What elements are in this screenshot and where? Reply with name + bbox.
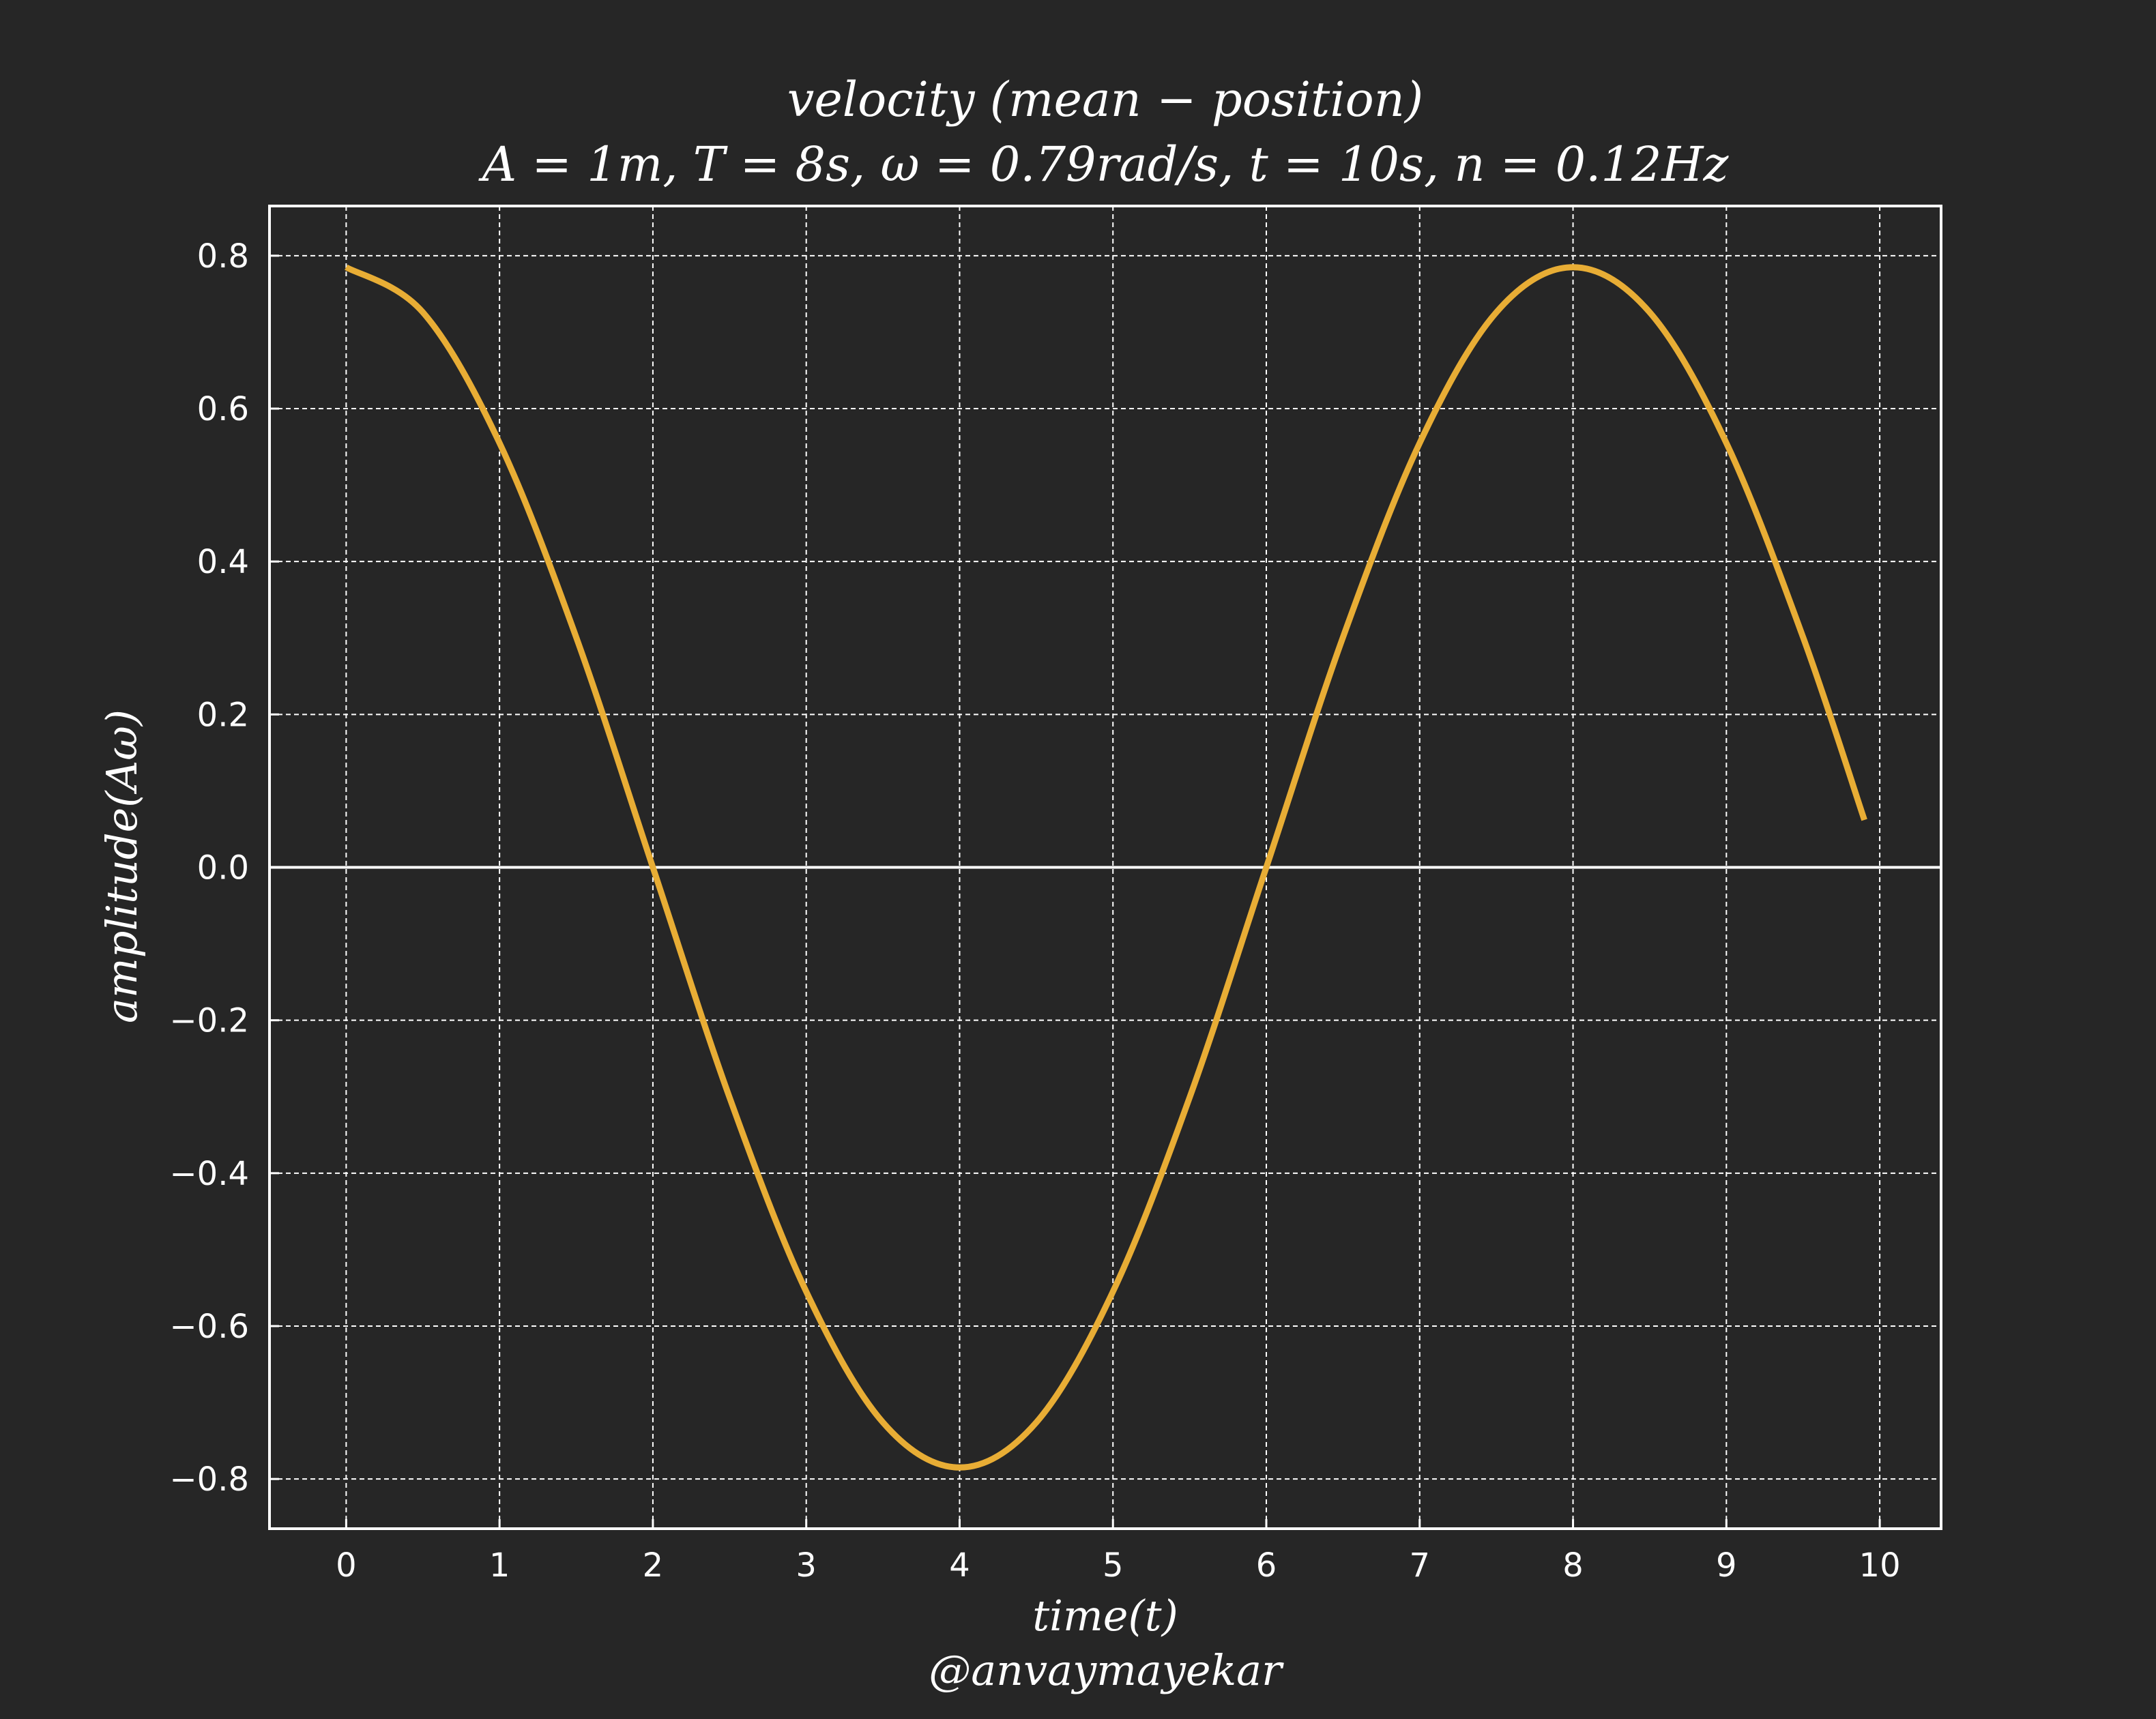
x-tick-label: 4 — [949, 1546, 970, 1585]
y-tick-label: −0.8 — [169, 1460, 249, 1499]
chart-title: velocity (mean − position) — [787, 72, 1423, 128]
x-axis-ticks: 0 1 2 3 4 5 6 7 8 9 10 — [336, 1519, 1901, 1585]
credit-label: @anvaymayekar — [929, 1645, 1284, 1695]
x-tick-label: 6 — [1256, 1546, 1277, 1585]
y-axis-ticks: 0.8 0.6 0.4 0.2 0.0 −0.2 −0.4 −0.6 −0.8 — [169, 237, 279, 1499]
x-tick-label: 5 — [1103, 1546, 1124, 1585]
x-tick-label: 10 — [1859, 1546, 1901, 1585]
x-tick-label: 1 — [489, 1546, 510, 1585]
x-tick-label: 0 — [336, 1546, 357, 1585]
y-axis-label: amplitude(Aω) — [97, 709, 147, 1023]
chart-subtitle: A = 1m, T = 8s, ω = 0.79rad/s, t = 10s, … — [478, 136, 1730, 192]
y-tick-label: 0.0 — [197, 849, 249, 887]
y-tick-label: 0.8 — [197, 237, 249, 276]
x-tick-label: 9 — [1716, 1546, 1737, 1585]
x-tick-label: 8 — [1562, 1546, 1584, 1585]
x-tick-label: 7 — [1410, 1546, 1431, 1585]
x-tick-label: 3 — [796, 1546, 817, 1585]
x-tick-label: 2 — [643, 1546, 664, 1585]
y-tick-label: −0.2 — [169, 1002, 249, 1040]
y-tick-label: 0.4 — [197, 543, 249, 581]
velocity-series-line — [345, 264, 1867, 1471]
y-tick-label: 0.2 — [197, 696, 249, 734]
series-layer — [345, 264, 1867, 1471]
y-tick-label: −0.6 — [169, 1308, 249, 1346]
y-tick-label: −0.4 — [169, 1155, 249, 1193]
y-tick-label: 0.6 — [197, 390, 249, 428]
x-axis-label: time(t) — [1032, 1591, 1178, 1641]
